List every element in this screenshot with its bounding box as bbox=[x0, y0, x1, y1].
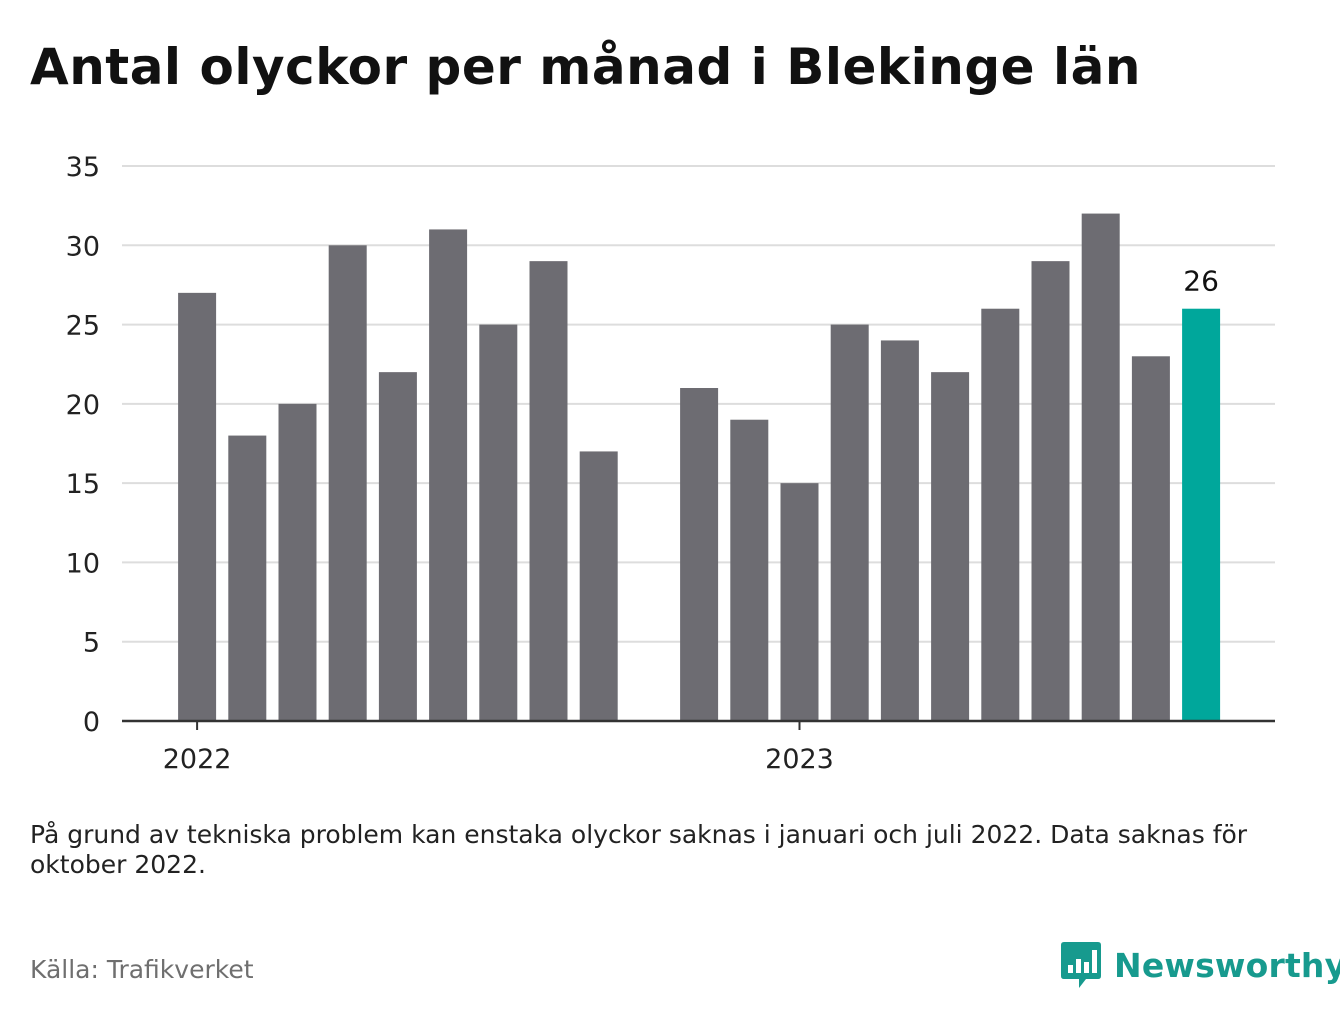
brand-name: Newsworthy bbox=[1114, 945, 1340, 985]
data-label: 26 bbox=[1183, 265, 1219, 298]
y-tick-label: 5 bbox=[83, 628, 100, 659]
bar bbox=[378, 372, 417, 721]
x-tick-label: 2022 bbox=[163, 744, 232, 775]
chart-title: Antal olyckor per månad i Blekinge län bbox=[30, 38, 1141, 96]
bar bbox=[730, 419, 769, 721]
bar bbox=[429, 229, 468, 721]
bar bbox=[328, 245, 367, 722]
bar bbox=[680, 388, 719, 721]
bar bbox=[1031, 261, 1070, 721]
bar bbox=[981, 308, 1020, 721]
bar bbox=[830, 324, 869, 721]
chart-note: På grund av tekniska problem kan enstaka… bbox=[30, 820, 1248, 879]
bars bbox=[178, 213, 1221, 722]
source-text: Källa: Trafikverket bbox=[30, 955, 254, 984]
bar bbox=[931, 372, 970, 721]
y-tick-label: 30 bbox=[66, 231, 100, 262]
bar-highlight bbox=[1182, 308, 1221, 721]
bar bbox=[178, 292, 217, 721]
y-tick-label: 10 bbox=[66, 548, 100, 579]
bar bbox=[780, 483, 819, 721]
y-axis-ticks: 0 5 10 15 20 25 30 35 bbox=[66, 152, 100, 738]
bar bbox=[1081, 213, 1120, 722]
bar bbox=[479, 324, 518, 721]
x-axis: 2022 2023 bbox=[122, 719, 1275, 775]
y-tick-label: 20 bbox=[66, 390, 100, 421]
bar-chart: 0 5 10 15 20 25 30 35 2022 2023 26 bbox=[66, 152, 1275, 775]
brand-logo: Newsworthy bbox=[1060, 940, 1340, 990]
y-tick-label: 0 bbox=[83, 707, 100, 738]
newsworthy-logo-icon bbox=[1061, 942, 1101, 988]
bar bbox=[529, 261, 568, 721]
labels: 26 bbox=[1183, 265, 1219, 298]
y-tick-label: 35 bbox=[66, 152, 100, 183]
y-tick-label: 15 bbox=[66, 469, 100, 500]
x-tick-label: 2023 bbox=[765, 744, 834, 775]
y-tick-label: 25 bbox=[66, 311, 100, 342]
bar bbox=[880, 340, 919, 721]
bar bbox=[228, 435, 267, 721]
bar bbox=[278, 403, 317, 721]
bar bbox=[1131, 356, 1170, 721]
bar bbox=[579, 451, 618, 721]
